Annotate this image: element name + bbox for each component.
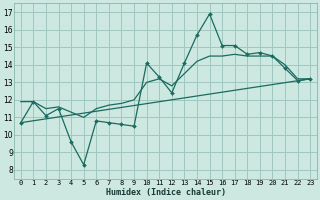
X-axis label: Humidex (Indice chaleur): Humidex (Indice chaleur) — [106, 188, 226, 197]
